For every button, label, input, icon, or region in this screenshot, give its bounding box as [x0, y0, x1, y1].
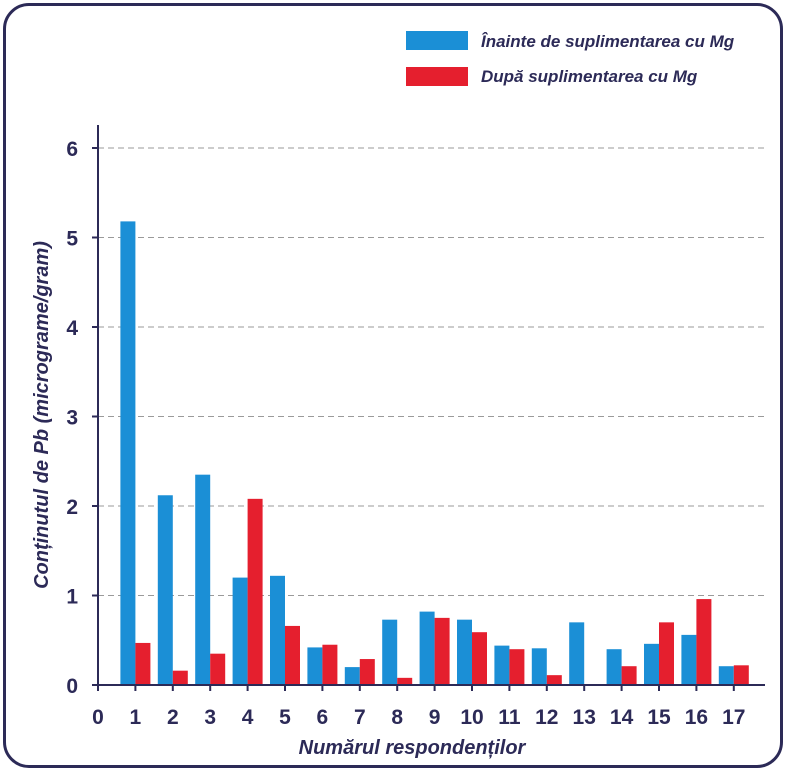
legend-swatch-after	[406, 67, 468, 86]
bar-before	[494, 645, 510, 685]
y-tick-label: 4	[66, 317, 78, 340]
bar-before	[270, 575, 285, 685]
bar-before	[718, 666, 734, 685]
bar-after	[172, 670, 188, 685]
x-tick-label: 13	[573, 706, 596, 729]
x-tick-label: 5	[279, 706, 291, 729]
x-tick-label: 14	[610, 706, 634, 729]
x-tick-label: 12	[535, 706, 558, 729]
x-tick-label: 7	[354, 706, 366, 729]
x-tick-label: 15	[647, 706, 671, 729]
bar-after	[359, 659, 375, 685]
bar-before	[382, 619, 398, 685]
bar-after	[322, 644, 338, 685]
bar-before	[569, 622, 585, 685]
x-tick-label: 3	[204, 706, 216, 729]
x-tick-label: 9	[429, 706, 441, 729]
bar-before	[644, 643, 659, 685]
bar-after	[397, 677, 413, 685]
bar-after	[696, 599, 712, 685]
bar-before	[307, 647, 323, 685]
legend-label-before: Înainte de suplimentarea cu Mg	[481, 32, 735, 51]
bar-before	[457, 619, 472, 685]
x-tick-label: 10	[460, 706, 483, 729]
bar-before	[157, 495, 173, 685]
bar-after	[285, 625, 300, 685]
bar-after	[434, 617, 450, 685]
x-tick-label: 0	[92, 706, 104, 729]
bar-before	[195, 474, 211, 685]
bar-after	[659, 622, 674, 685]
x-tick-label: 2	[167, 706, 179, 729]
y-axis-title: Conținutul de Pb (micrograme/gram)	[31, 241, 53, 589]
bar-before	[232, 577, 248, 685]
bar-before	[344, 667, 360, 685]
x-axis-title: Numărul respondenților	[299, 737, 527, 759]
x-tick-label: 8	[391, 706, 403, 729]
y-tick-label: 5	[66, 228, 78, 251]
y-tick-label: 0	[66, 675, 78, 698]
bar-after	[472, 632, 487, 685]
bar-after	[247, 498, 263, 685]
y-tick-label: 2	[66, 496, 78, 519]
bars	[120, 221, 749, 685]
x-tick-label: 16	[685, 706, 708, 729]
legend-label-after: După suplimentarea cu Mg	[481, 67, 698, 86]
bar-after	[210, 653, 226, 685]
bar-after	[135, 642, 151, 685]
x-tick-label: 11	[498, 706, 521, 729]
x-tick-label: 6	[317, 706, 329, 729]
legend-swatch-before	[406, 31, 468, 50]
bar-before	[419, 611, 435, 685]
legend: Înainte de suplimentarea cu Mg După supl…	[406, 31, 735, 86]
bar-before	[531, 648, 547, 685]
bar-before	[120, 221, 136, 685]
y-tick-label: 6	[66, 138, 78, 161]
y-tick-label: 1	[66, 586, 78, 609]
bar-after	[509, 649, 525, 685]
bar-before	[606, 649, 622, 685]
x-tick-label: 4	[242, 706, 254, 729]
axes	[92, 125, 765, 691]
x-tick-label: 17	[722, 706, 745, 729]
bar-after	[621, 666, 637, 685]
bar-after	[546, 675, 562, 685]
x-tick-label: 1	[130, 706, 142, 729]
bar-after	[733, 665, 749, 685]
y-tick-label: 3	[66, 407, 78, 430]
bar-before	[681, 634, 697, 685]
